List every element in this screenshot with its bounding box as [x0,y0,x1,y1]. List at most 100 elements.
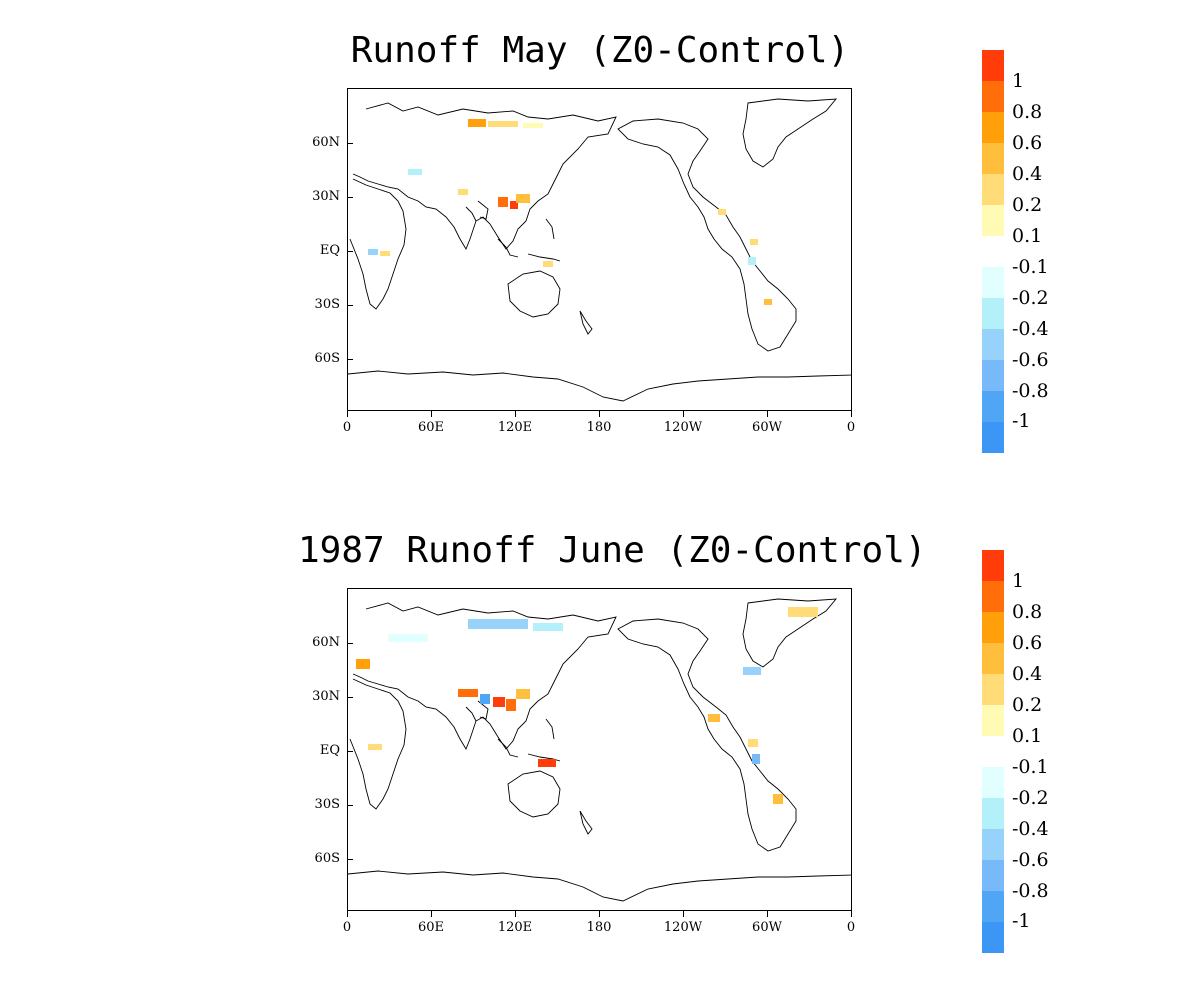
lat-label-60n: 60N [312,135,340,150]
lat-label-30s: 30S [314,797,340,812]
colorbar-swatch [982,143,1004,174]
lat-label-60s: 60S [314,351,340,366]
colorbar-label: -0.8 [1012,880,1049,902]
runoff-anomalies [356,607,818,804]
colorbar-swatch [982,612,1004,643]
map-plot-area[interactable] [347,588,852,911]
colorbar-label: 1 [1012,570,1025,592]
colorbar-swatch [982,643,1004,674]
lat-tick [347,697,353,698]
colorbar-swatch [982,236,1004,267]
lon-label-0: 0 [342,420,352,435]
colorbar-label: 0.8 [1012,101,1043,123]
colorbar-label: 1 [1012,70,1025,92]
lon-tick [683,411,684,417]
colorbar-label: -0.6 [1012,349,1049,371]
lon-tick [431,411,432,417]
colorbar-label: -0.2 [1012,787,1049,809]
world-coastline-map [348,98,851,402]
lon-label-120w: 120W [663,420,703,435]
lat-tick [347,143,353,144]
lon-tick [767,911,768,917]
colorbar-swatch [982,767,1004,798]
lat-label-eq: EQ [319,743,340,758]
colorbar-label: -1 [1012,410,1031,432]
colorbar-swatch [982,798,1004,829]
lon-label-60w: 60W [752,920,782,935]
colorbar-label: 0.6 [1012,132,1043,154]
world-coastline-map [348,598,851,902]
lon-label-0: 0 [342,920,352,935]
colorbar-swatch [982,81,1004,112]
colorbar-label: -0.4 [1012,318,1049,340]
lon-tick [515,911,516,917]
colorbar-label: 0.8 [1012,601,1043,623]
colorbar-swatch [982,705,1004,736]
lat-label-eq: EQ [319,243,340,258]
map-title: 1987 Runoff June (Z0-Control) [298,530,927,571]
colorbar-label: 0.4 [1012,663,1043,685]
lon-label-60e: 60E [417,920,445,935]
coastlines [348,98,851,402]
colorbar-swatch [982,329,1004,360]
colorbar-swatch [982,829,1004,860]
colorbar-swatch [982,422,1004,453]
lon-label-0-end: 0 [846,420,856,435]
colorbar-swatch [982,581,1004,612]
colorbar-swatch [982,267,1004,298]
lat-tick [347,251,353,252]
lon-tick [683,911,684,917]
lon-tick [515,411,516,417]
colorbar-label: 0.4 [1012,163,1043,185]
colorbar-label: -1 [1012,910,1031,932]
runoff-anomalies [368,119,772,305]
lon-tick [599,911,600,917]
lat-tick [347,197,353,198]
map-title: Runoff May (Z0-Control) [350,30,850,71]
colorbar-swatch [982,891,1004,922]
lon-tick [851,911,852,917]
colorbar-swatch [982,736,1004,767]
colorbar [982,50,1004,453]
colorbar-swatch [982,298,1004,329]
colorbar-label: -0.1 [1012,256,1049,278]
lat-label-30s: 30S [314,297,340,312]
lat-tick [347,751,353,752]
lon-label-120w: 120W [663,920,703,935]
lat-tick [347,643,353,644]
colorbar-swatch [982,360,1004,391]
colorbar [982,550,1004,953]
colorbar-swatch [982,550,1004,581]
lon-tick [599,411,600,417]
colorbar-label: 0.1 [1012,725,1043,747]
lat-tick [347,805,353,806]
colorbar-label: 0.6 [1012,632,1043,654]
lat-tick [347,359,353,360]
colorbar-swatch [982,50,1004,81]
lon-tick [767,411,768,417]
lon-label-120e: 120E [497,420,533,435]
lon-tick [347,411,348,417]
colorbar-label: -0.2 [1012,287,1049,309]
lat-label-60s: 60S [314,851,340,866]
lon-label-120e: 120E [497,920,533,935]
colorbar-label: 0.2 [1012,194,1043,216]
coastlines [348,598,851,902]
lon-tick [347,911,348,917]
lat-label-30n: 30N [312,189,340,204]
colorbar-swatch [982,922,1004,953]
colorbar-swatch [982,112,1004,143]
map-plot-area[interactable] [347,88,852,411]
lon-label-180: 180 [586,920,612,935]
lon-label-60e: 60E [417,420,445,435]
lon-label-0-end: 0 [846,920,856,935]
lon-tick [431,911,432,917]
colorbar-swatch [982,674,1004,705]
colorbar-swatch [982,205,1004,236]
lat-tick [347,305,353,306]
colorbar-label: -0.8 [1012,380,1049,402]
lon-label-180: 180 [586,420,612,435]
colorbar-swatch [982,860,1004,891]
colorbar-label: -0.1 [1012,756,1049,778]
lat-tick [347,859,353,860]
